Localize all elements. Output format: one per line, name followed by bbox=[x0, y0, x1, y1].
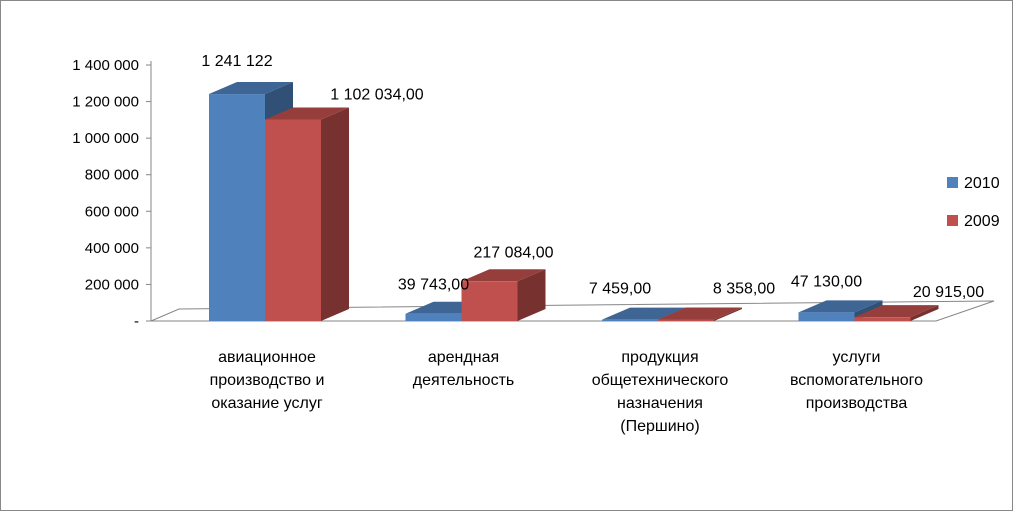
category-labels: авиационное производство и оказание услуг а… bbox=[210, 349, 924, 435]
y-tick-label: 1 200 000 bbox=[72, 94, 139, 111]
category-label: производство и bbox=[210, 372, 325, 389]
y-tick-label: 800 000 bbox=[85, 167, 139, 184]
category-label: общетехнического bbox=[592, 372, 729, 389]
bar-front bbox=[658, 319, 714, 321]
data-label: 8 358,00 bbox=[713, 280, 775, 297]
bar-top bbox=[209, 82, 293, 95]
bar-front bbox=[798, 312, 855, 321]
category-label: оказание услуг bbox=[211, 395, 322, 412]
bar-2009-1 bbox=[461, 269, 546, 321]
category-label: продукция bbox=[621, 349, 698, 366]
data-label: 20 915,00 bbox=[913, 284, 984, 301]
bar-top bbox=[658, 307, 742, 320]
category-label: услуги bbox=[833, 349, 881, 366]
data-label: 39 743,00 bbox=[398, 277, 469, 294]
category-label: деятельность bbox=[413, 372, 514, 389]
legend-label: 2009 bbox=[964, 213, 1000, 230]
data-label: 217 084,00 bbox=[473, 244, 553, 261]
legend-swatch bbox=[947, 215, 958, 226]
category-label: авиационное bbox=[218, 349, 316, 366]
data-label: 1 102 034,00 bbox=[330, 86, 424, 103]
category-label: производства bbox=[806, 395, 908, 412]
bar-top bbox=[265, 107, 349, 120]
bars bbox=[209, 82, 939, 322]
y-tick-label: 400 000 bbox=[85, 240, 139, 257]
bar-front bbox=[405, 313, 462, 321]
legend-label: 2010 bbox=[964, 175, 1000, 192]
bar-top bbox=[461, 269, 546, 282]
bar-side bbox=[517, 269, 546, 321]
category-label: назначения bbox=[617, 395, 703, 412]
bar-2009-2 bbox=[658, 307, 742, 321]
y-tick-label: 200 000 bbox=[85, 276, 139, 293]
bar-front bbox=[602, 319, 658, 321]
category-label: (Першино) bbox=[620, 418, 699, 435]
bar-side bbox=[910, 305, 939, 321]
data-label: 1 241 122 bbox=[201, 53, 272, 70]
y-tick-label: - bbox=[134, 313, 139, 330]
y-tick-label: 1 400 000 bbox=[72, 57, 139, 74]
bar-2009-0 bbox=[265, 107, 349, 321]
legend-swatch bbox=[947, 177, 958, 188]
data-label: 7 459,00 bbox=[589, 281, 651, 298]
data-label: 47 130,00 bbox=[791, 273, 862, 290]
bar-front bbox=[461, 281, 518, 321]
legend: 2010 2009 bbox=[947, 175, 1000, 230]
bar-side bbox=[714, 307, 742, 321]
y-tick-label: 600 000 bbox=[85, 203, 139, 220]
bar-side bbox=[321, 107, 349, 321]
bar-front bbox=[209, 94, 265, 322]
bar-top bbox=[854, 305, 939, 318]
bar-top bbox=[798, 300, 883, 313]
value-axis: - 200 000 400 000 600 000 800 000 1 000 000 1 … bbox=[72, 57, 152, 330]
category-label: вспомогательного bbox=[790, 372, 923, 389]
bar-front bbox=[265, 119, 321, 321]
bar-front bbox=[854, 317, 911, 321]
y-tick-label: 1 000 000 bbox=[72, 130, 139, 147]
bar-2009-3 bbox=[854, 305, 939, 321]
category-label: арендная bbox=[428, 349, 499, 366]
